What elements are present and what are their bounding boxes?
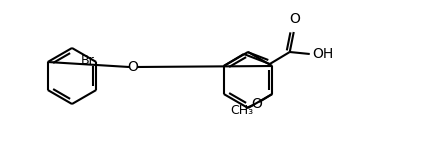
Text: Br: Br [81,55,94,67]
Text: CH₃: CH₃ [231,103,254,116]
Text: O: O [128,60,138,74]
Text: OH: OH [312,47,333,61]
Text: O: O [289,12,300,26]
Text: O: O [251,97,262,111]
